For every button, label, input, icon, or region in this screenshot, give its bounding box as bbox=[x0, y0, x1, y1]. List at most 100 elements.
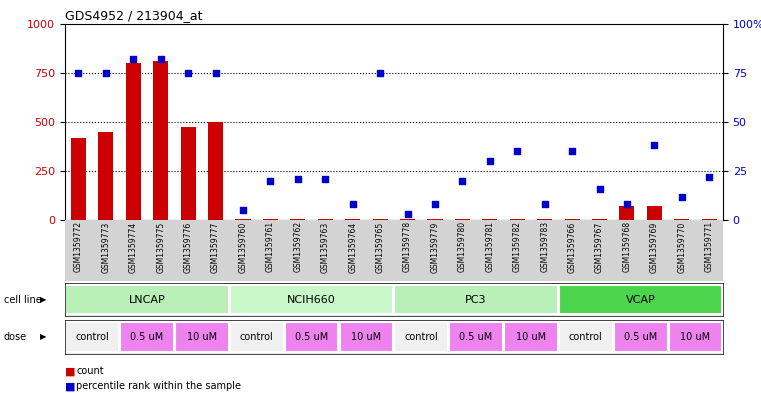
Bar bbox=[394, 285, 558, 314]
Text: GSM1359783: GSM1359783 bbox=[540, 221, 549, 272]
Bar bbox=[565, 219, 580, 220]
Text: control: control bbox=[569, 332, 603, 342]
Text: control: control bbox=[75, 332, 109, 342]
Text: GSM1359779: GSM1359779 bbox=[431, 221, 439, 273]
Bar bbox=[619, 206, 635, 220]
Point bbox=[346, 201, 358, 208]
Bar bbox=[285, 322, 339, 352]
Bar bbox=[175, 322, 229, 352]
Bar bbox=[559, 322, 613, 352]
Bar bbox=[339, 322, 393, 352]
Text: GSM1359766: GSM1359766 bbox=[568, 221, 577, 273]
Bar bbox=[669, 322, 722, 352]
Text: GSM1359773: GSM1359773 bbox=[101, 221, 110, 273]
Bar bbox=[65, 285, 229, 314]
Text: GSM1359763: GSM1359763 bbox=[320, 221, 330, 273]
Text: 10 uM: 10 uM bbox=[680, 332, 711, 342]
Point bbox=[154, 56, 167, 62]
Text: GSM1359765: GSM1359765 bbox=[376, 221, 384, 273]
Text: GSM1359778: GSM1359778 bbox=[403, 221, 412, 272]
Bar bbox=[400, 219, 415, 220]
Bar bbox=[702, 219, 717, 220]
Text: GSM1359762: GSM1359762 bbox=[293, 221, 302, 272]
Bar bbox=[345, 219, 360, 220]
Bar bbox=[126, 63, 141, 220]
Point bbox=[72, 70, 84, 76]
Text: ■: ■ bbox=[65, 366, 76, 376]
Point bbox=[594, 185, 606, 192]
Bar bbox=[428, 219, 442, 220]
Point bbox=[648, 142, 661, 149]
Text: control: control bbox=[404, 332, 438, 342]
Text: GSM1359781: GSM1359781 bbox=[486, 221, 495, 272]
Text: GSM1359776: GSM1359776 bbox=[183, 221, 193, 273]
Bar bbox=[230, 322, 284, 352]
Bar bbox=[317, 219, 333, 220]
Bar bbox=[180, 127, 196, 220]
Bar bbox=[449, 322, 503, 352]
Point bbox=[374, 70, 386, 76]
Text: GSM1359760: GSM1359760 bbox=[238, 221, 247, 273]
Text: ▶: ▶ bbox=[40, 332, 46, 342]
Point bbox=[621, 201, 633, 208]
Text: GSM1359770: GSM1359770 bbox=[677, 221, 686, 273]
Text: dose: dose bbox=[4, 332, 27, 342]
Text: GDS4952 / 213904_at: GDS4952 / 213904_at bbox=[65, 9, 202, 22]
Bar bbox=[510, 219, 525, 220]
Text: 0.5 uM: 0.5 uM bbox=[624, 332, 658, 342]
Point bbox=[484, 158, 496, 164]
Text: GSM1359782: GSM1359782 bbox=[513, 221, 522, 272]
Point bbox=[264, 178, 276, 184]
Bar bbox=[559, 285, 722, 314]
Text: VCAP: VCAP bbox=[626, 295, 655, 305]
Text: GSM1359767: GSM1359767 bbox=[595, 221, 604, 273]
Text: 0.5 uM: 0.5 uM bbox=[460, 332, 492, 342]
Text: GSM1359771: GSM1359771 bbox=[705, 221, 714, 272]
Text: count: count bbox=[76, 366, 103, 376]
Text: 10 uM: 10 uM bbox=[516, 332, 546, 342]
Text: 0.5 uM: 0.5 uM bbox=[130, 332, 164, 342]
Point bbox=[127, 56, 139, 62]
Text: GSM1359761: GSM1359761 bbox=[266, 221, 275, 272]
Point bbox=[100, 70, 112, 76]
Bar bbox=[614, 322, 667, 352]
Point bbox=[429, 201, 441, 208]
Bar bbox=[674, 219, 689, 220]
Point bbox=[457, 178, 469, 184]
Point bbox=[566, 148, 578, 154]
Bar bbox=[455, 219, 470, 220]
Text: GSM1359772: GSM1359772 bbox=[74, 221, 83, 272]
Point bbox=[237, 207, 249, 213]
Bar bbox=[235, 219, 250, 220]
Text: GSM1359777: GSM1359777 bbox=[211, 221, 220, 273]
Bar bbox=[263, 219, 278, 220]
Bar bbox=[394, 322, 448, 352]
Text: ■: ■ bbox=[65, 381, 76, 391]
Text: LNCAP: LNCAP bbox=[129, 295, 165, 305]
Text: NCIH660: NCIH660 bbox=[287, 295, 336, 305]
Point bbox=[209, 70, 221, 76]
Point bbox=[182, 70, 194, 76]
Point bbox=[319, 176, 331, 182]
Text: GSM1359774: GSM1359774 bbox=[129, 221, 138, 273]
Point bbox=[676, 193, 688, 200]
Text: GSM1359764: GSM1359764 bbox=[349, 221, 357, 273]
Text: 10 uM: 10 uM bbox=[186, 332, 217, 342]
Point bbox=[511, 148, 524, 154]
Bar bbox=[482, 219, 498, 220]
Bar bbox=[65, 322, 119, 352]
Bar bbox=[537, 219, 552, 220]
Text: 0.5 uM: 0.5 uM bbox=[295, 332, 328, 342]
Text: GSM1359780: GSM1359780 bbox=[458, 221, 467, 272]
Text: ▶: ▶ bbox=[40, 295, 46, 304]
Bar bbox=[208, 122, 223, 220]
Bar bbox=[153, 61, 168, 220]
Text: GSM1359769: GSM1359769 bbox=[650, 221, 659, 273]
Text: percentile rank within the sample: percentile rank within the sample bbox=[76, 381, 241, 391]
Point bbox=[402, 211, 414, 217]
Point bbox=[539, 201, 551, 208]
Bar bbox=[120, 322, 174, 352]
Bar bbox=[504, 322, 558, 352]
Bar bbox=[290, 219, 305, 220]
Bar bbox=[98, 132, 113, 220]
